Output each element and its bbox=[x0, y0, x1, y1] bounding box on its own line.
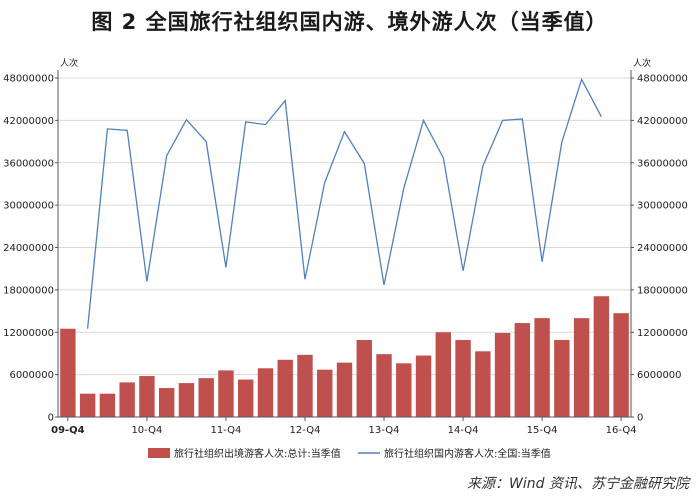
bar bbox=[613, 313, 629, 417]
bar bbox=[178, 383, 195, 417]
y-left-tick-label: 12000000 bbox=[3, 328, 54, 339]
bar bbox=[415, 355, 432, 417]
y-left-tick-label: 30000000 bbox=[3, 201, 54, 212]
bar bbox=[396, 363, 412, 417]
y-right-unit: 人次 bbox=[633, 57, 651, 69]
tick-labels: 0 6000000 12000000 18000000 24000000 30000000… bbox=[3, 57, 688, 436]
bar bbox=[593, 296, 610, 417]
x-tick-label: 13-Q4 bbox=[369, 425, 400, 436]
figure-title: 图 2 全国旅行社组织国内游、境外游人次（当季值） bbox=[91, 10, 608, 34]
y-right-tick-label: 24000000 bbox=[637, 243, 688, 254]
y-right-tick-label: 12000000 bbox=[637, 328, 688, 339]
bar bbox=[297, 354, 313, 417]
bar bbox=[119, 382, 135, 417]
y-left-tick-label: 18000000 bbox=[3, 285, 54, 296]
y-right-tick-label: 42000000 bbox=[637, 116, 688, 127]
bar-series bbox=[60, 296, 629, 417]
bar bbox=[257, 368, 274, 417]
bar bbox=[475, 351, 491, 417]
bar bbox=[356, 340, 372, 417]
bar bbox=[218, 370, 234, 417]
x-tick-label: 09-Q4 bbox=[51, 425, 85, 436]
bar bbox=[139, 376, 155, 417]
y-left-unit: 人次 bbox=[60, 57, 78, 69]
y-right-tick-label: 48000000 bbox=[637, 74, 688, 85]
x-tick-label: 14-Q4 bbox=[448, 425, 479, 436]
bar bbox=[277, 359, 293, 417]
y-left-tick-label: 0 bbox=[48, 413, 54, 424]
axes bbox=[55, 70, 634, 421]
source-note: 来源：Wind 资讯、苏宁金融研究院 bbox=[467, 476, 689, 492]
bar bbox=[317, 369, 333, 417]
y-right-tick-label: 6000000 bbox=[637, 370, 682, 381]
bar bbox=[198, 378, 214, 417]
grid bbox=[58, 77, 631, 376]
y-left-tick-label: 24000000 bbox=[3, 243, 54, 254]
y-right-tick-label: 0 bbox=[637, 413, 643, 424]
line-series bbox=[86, 77, 602, 329]
x-tick-label: 15-Q4 bbox=[527, 425, 558, 436]
legend: 旅行社组织出境游客人次:总计:当季值 旅行社组织国内游客人次:全国:当季值 bbox=[148, 447, 551, 460]
bar bbox=[376, 354, 392, 417]
y-left-tick-label: 42000000 bbox=[3, 116, 54, 127]
bar bbox=[534, 318, 550, 417]
bar bbox=[99, 393, 116, 417]
x-tick-label: 12-Q4 bbox=[290, 425, 321, 436]
y-left-tick-label: 48000000 bbox=[3, 74, 54, 85]
x-tick-label: 10-Q4 bbox=[131, 425, 162, 436]
bar bbox=[79, 393, 96, 417]
bar bbox=[158, 388, 175, 417]
bar bbox=[455, 340, 471, 417]
bar bbox=[514, 323, 531, 417]
bar bbox=[60, 328, 76, 417]
y-right-tick-label: 36000000 bbox=[637, 158, 688, 169]
legend-label-line: 旅行社组织国内游客人次:全国:当季值 bbox=[384, 447, 551, 460]
x-tick-label: 11-Q4 bbox=[210, 425, 241, 436]
legend-label-bar: 旅行社组织出境游客人次:总计:当季值 bbox=[174, 447, 341, 460]
bar bbox=[494, 332, 511, 417]
y-left-tick-label: 6000000 bbox=[9, 370, 54, 381]
bar bbox=[238, 379, 254, 417]
bar bbox=[573, 318, 590, 417]
x-tick-label: 16-Q4 bbox=[606, 425, 637, 436]
bar bbox=[336, 362, 353, 417]
line-series-path bbox=[86, 77, 602, 329]
y-left-tick-label: 36000000 bbox=[3, 158, 54, 169]
y-right-tick-label: 30000000 bbox=[637, 201, 688, 212]
legend-swatch-bar bbox=[148, 448, 170, 458]
bar bbox=[435, 332, 451, 417]
y-right-tick-label: 18000000 bbox=[637, 285, 688, 296]
bar bbox=[554, 340, 570, 417]
